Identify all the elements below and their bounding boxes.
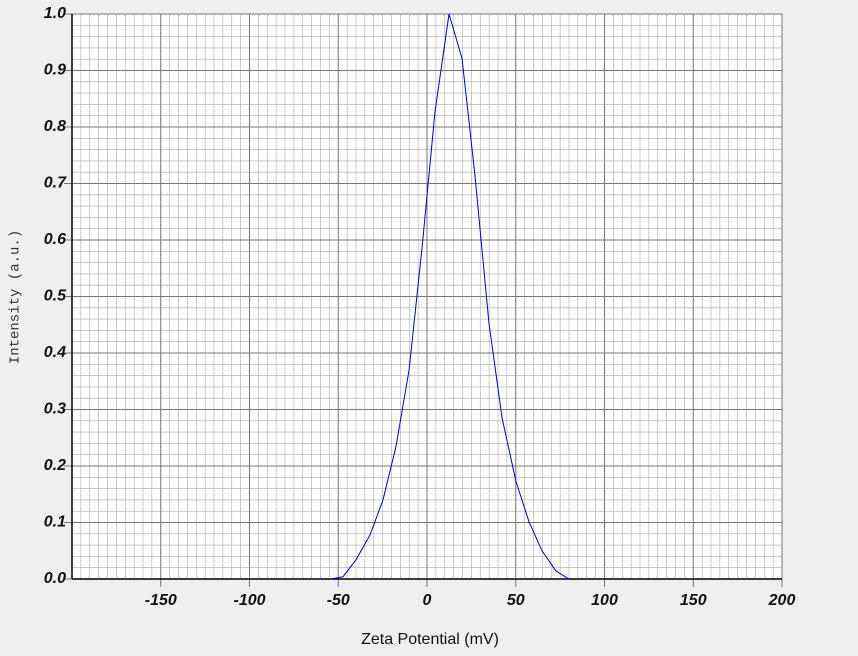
y-tick-label: 0.9 bbox=[44, 62, 66, 79]
y-tick-label: 0.3 bbox=[44, 401, 66, 418]
y-tick-label: 0.4 bbox=[44, 344, 66, 361]
x-axis-label: Zeta Potential (mV) bbox=[361, 631, 499, 648]
y-tick-label: 0.7 bbox=[44, 175, 67, 192]
y-tick-label: 0.1 bbox=[44, 514, 66, 531]
x-tick-label: -150 bbox=[145, 592, 177, 609]
x-tick-label: 100 bbox=[591, 592, 618, 609]
x-tick-label: 50 bbox=[507, 592, 525, 609]
y-tick-label: 1.0 bbox=[44, 5, 66, 22]
y-tick-label: 0.0 bbox=[44, 570, 66, 587]
data-line bbox=[331, 13, 570, 580]
y-tick-label: 0.6 bbox=[44, 231, 66, 248]
y-axis-label: Intensity (a.u.) bbox=[8, 230, 24, 364]
y-tick-label: 0.8 bbox=[44, 118, 66, 135]
x-tick-label: -50 bbox=[327, 592, 350, 609]
x-tick-label: 0 bbox=[423, 592, 432, 609]
x-tick-label: -100 bbox=[233, 592, 265, 609]
x-tick-label: 150 bbox=[680, 592, 707, 609]
y-tick-label: 0.5 bbox=[44, 288, 67, 305]
x-tick-label: 200 bbox=[768, 592, 796, 609]
y-tick-label: 0.2 bbox=[44, 457, 66, 474]
